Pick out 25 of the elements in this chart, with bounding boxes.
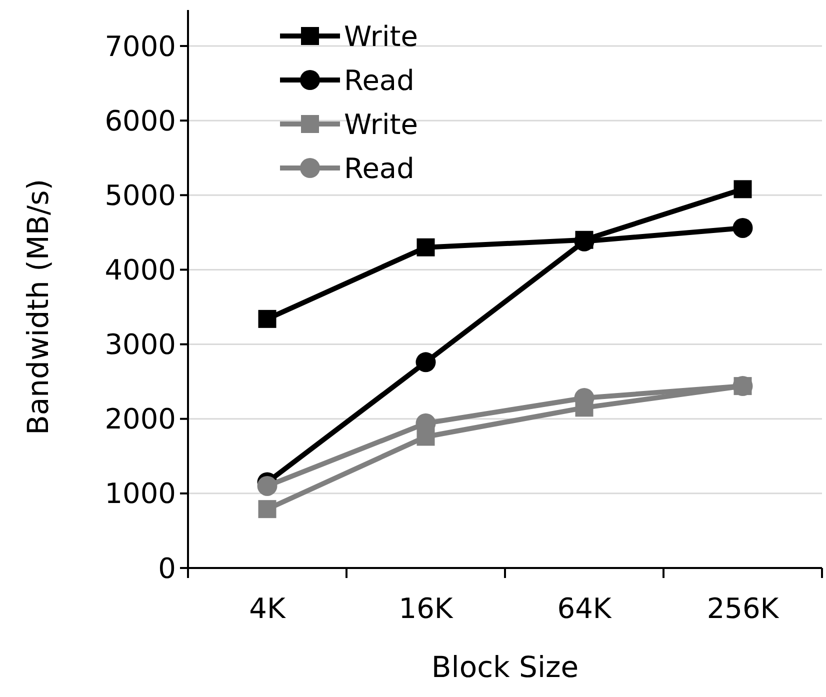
legend-label: Read <box>344 152 414 185</box>
legend-label: Write <box>344 108 418 141</box>
y-tick-label: 2000 <box>104 402 176 436</box>
y-tick-label: 3000 <box>104 328 176 362</box>
y-tick-label: 6000 <box>104 104 176 138</box>
legend-label: Write <box>344 20 418 53</box>
legend-label: Read <box>344 64 414 97</box>
point <box>734 180 752 198</box>
point <box>258 500 276 518</box>
point <box>732 218 753 238</box>
x-tick-label: 16K <box>398 592 454 625</box>
point <box>257 476 278 496</box>
y-tick-label: 4000 <box>104 254 176 287</box>
y-tick-label: 7000 <box>104 30 176 63</box>
y-tick-label: 0 <box>158 552 176 585</box>
x-tick-label: 256K <box>706 592 780 625</box>
point <box>416 352 436 372</box>
point <box>416 238 435 256</box>
point <box>258 310 276 328</box>
x-tick-label: 4K <box>249 592 286 625</box>
y-tick-label: 5000 <box>104 178 176 212</box>
y-tick-label: 1000 <box>104 477 176 510</box>
x-axis-title: Block Size <box>431 650 579 684</box>
y-axis-title: Bandwidth (MB/s) <box>21 178 55 436</box>
x-tick-label: 64K <box>557 592 612 625</box>
